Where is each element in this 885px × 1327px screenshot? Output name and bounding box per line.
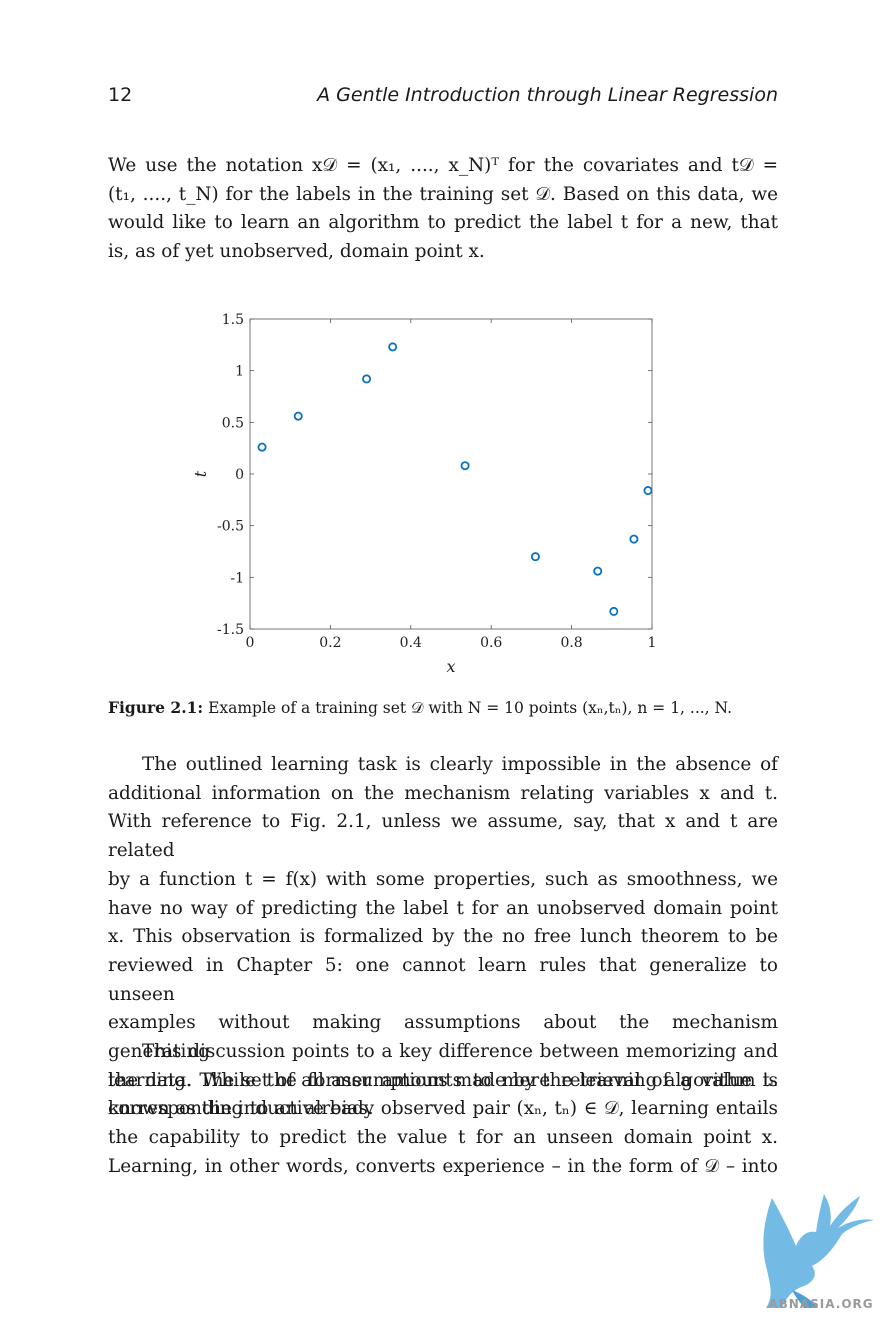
y-tick-label: -0.5 xyxy=(217,519,244,535)
text-line: x. This observation is formalized by the… xyxy=(108,926,778,948)
text-line: corresponding to an already observed pai… xyxy=(108,1098,778,1120)
text-line: With reference to Fig. 2.1, unless we as… xyxy=(108,811,778,862)
text-line: the data. The set of all assumptions mad… xyxy=(108,1069,778,1091)
x-tick-label: 1 xyxy=(648,635,657,651)
text-line: additional information on the mechanism … xyxy=(108,782,778,804)
page-header: 12 A Gentle Introduction through Linear … xyxy=(108,84,778,114)
x-axis-label: x xyxy=(446,657,455,676)
y-tick-label: -1 xyxy=(230,570,244,586)
text-line: Learning, in other words, converts exper… xyxy=(108,1155,778,1177)
plot-frame xyxy=(249,318,653,630)
y-tick-label: 0.5 xyxy=(222,415,244,431)
text-line: examples without making assumptions abou… xyxy=(108,1012,778,1063)
scatter-chart: 0 0.2 0.4 0.6 0.8 1 1.5 1 0.5 0 -0.5 -1 -1.5 x t xyxy=(191,312,657,676)
y-tick-label: 1 xyxy=(235,364,244,380)
text-line: This discussion points to a key differen… xyxy=(142,1041,778,1062)
x-tick-label: 0 xyxy=(246,635,255,651)
x-tick-label: 0.4 xyxy=(400,635,422,651)
data-point xyxy=(388,342,398,352)
text-line: We use the notation x𝒟 = (x₁, ...., x_N)… xyxy=(108,155,778,176)
data-point xyxy=(629,534,639,544)
text-line: by a function t = f(x) with some propert… xyxy=(108,868,778,890)
y-tick-label: 1.5 xyxy=(222,312,244,328)
figure-scatter-plot: 0 0.2 0.4 0.6 0.8 1 1.5 1 0.5 0 -0.5 -1 -1.5 x t xyxy=(190,305,670,680)
data-point xyxy=(460,461,470,471)
text-line: The outlined learning task is clearly im… xyxy=(142,754,778,775)
text-line: would like to learn an algorithm to pred… xyxy=(108,212,778,234)
paragraph-learning-task: The outlined learning task is clearly im… xyxy=(108,751,778,1124)
griffin-logo-icon xyxy=(763,1194,874,1308)
paragraph-memorizing: This discussion points to a key differen… xyxy=(108,1038,778,1182)
text-line: the capability to predict the value t fo… xyxy=(108,1127,778,1149)
text-line: learning. While the former amounts to me… xyxy=(108,1069,778,1091)
text-line: known as the inductive bias. xyxy=(108,1098,374,1120)
caption-label: Figure 2.1: xyxy=(108,698,204,717)
caption-text: Example of a training set 𝒟 with N = 10 … xyxy=(208,699,733,717)
x-tick-label: 0.2 xyxy=(319,635,341,651)
running-title: A Gentle Introduction through Linear Reg… xyxy=(317,84,778,106)
text-line: (t₁, ...., t_N) for the labels in the tr… xyxy=(108,183,778,205)
data-point xyxy=(593,566,603,576)
data-point xyxy=(293,411,303,421)
x-tick-label: 0.8 xyxy=(560,635,582,651)
y-tick-label: 0 xyxy=(235,467,244,483)
paragraph-notation: We use the notation x𝒟 = (x₁, ...., x_N)… xyxy=(108,152,778,267)
data-point xyxy=(609,606,619,616)
data-point xyxy=(257,442,267,452)
text-line: is, as of yet unobserved, domain point x… xyxy=(108,241,485,263)
data-point xyxy=(530,552,540,562)
watermark-text: ABNASIA.ORG xyxy=(768,1297,874,1311)
page-number: 12 xyxy=(108,84,133,106)
data-point xyxy=(362,374,372,384)
y-axis-label: t xyxy=(191,470,210,477)
text-line: have no way of predicting the label t fo… xyxy=(108,897,778,919)
data-point xyxy=(643,486,653,496)
text-line: reviewed in Chapter 5: one cannot learn … xyxy=(108,954,778,1005)
y-tick-label: -1.5 xyxy=(217,622,244,638)
figure-caption: Figure 2.1: Example of a training set 𝒟 … xyxy=(108,697,778,719)
x-tick-label: 0.6 xyxy=(480,635,502,651)
